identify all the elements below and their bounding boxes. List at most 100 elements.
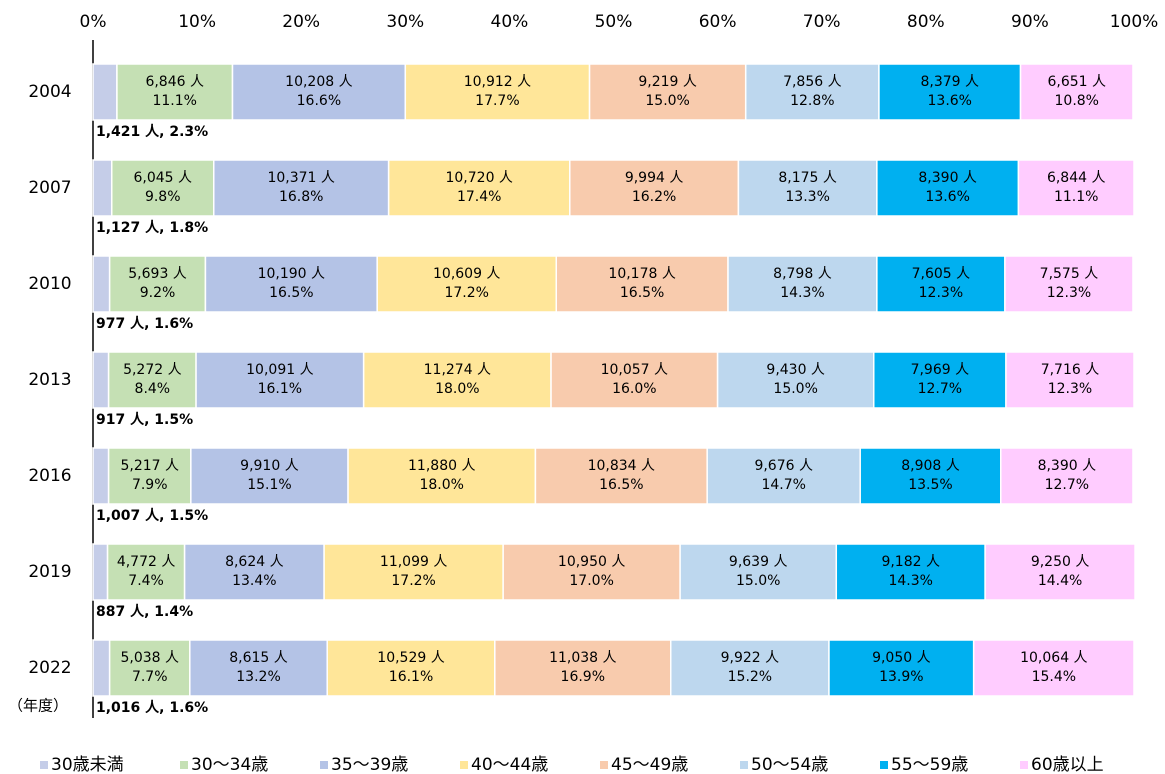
bar-segment — [108, 255, 207, 313]
bar-segment — [1017, 159, 1135, 217]
data-label: 977 人, 1.6% — [96, 315, 193, 332]
data-label-percent: 15.0% — [645, 93, 689, 109]
data-label-count: 5,217 人 — [120, 458, 179, 474]
data-label-count: 9,910 人 — [240, 458, 299, 474]
bar-segment — [984, 543, 1136, 601]
data-label-percent: 12.7% — [918, 381, 962, 397]
data-label-percent: 16.9% — [561, 669, 605, 685]
data-label-count: 9,250 人 — [1031, 554, 1090, 570]
data-label-count: 5,272 人 — [123, 362, 182, 378]
data-label-count: 8,908 人 — [901, 458, 960, 474]
bar-segment — [404, 63, 591, 121]
legend-label: 45～49歳 — [611, 755, 688, 774]
legend-label: 30～34歳 — [191, 755, 268, 774]
data-label-percent: 12.3% — [919, 285, 963, 301]
bar-segment — [106, 543, 186, 601]
bar-segment — [92, 447, 110, 505]
y-tick-label: 2016 — [28, 466, 71, 486]
data-label-count: 8,379 人 — [920, 74, 979, 90]
bar-segment — [670, 639, 830, 697]
legend-swatch — [180, 761, 188, 769]
data-label-count: 10,834 人 — [588, 458, 655, 474]
data-label-percent: 12.3% — [1048, 381, 1092, 397]
data-label-percent: 15.4% — [1032, 669, 1076, 685]
x-tick-label: 90% — [1011, 12, 1049, 32]
data-label-percent: 7.4% — [128, 573, 164, 589]
data-label-percent: 13.9% — [879, 669, 923, 685]
x-tick-label: 50% — [595, 12, 633, 32]
data-label-count: 10,190 人 — [258, 266, 325, 282]
y-tick-label: 2010 — [28, 274, 71, 294]
bar-segment — [183, 543, 325, 601]
data-label-percent: 7.7% — [132, 669, 168, 685]
y-tick-label: 2007 — [28, 178, 71, 198]
data-label-count: 10,529 人 — [377, 650, 444, 666]
data-label: 1,007 人, 1.5% — [96, 507, 208, 524]
bar-segment — [876, 255, 1006, 313]
legend-swatch — [740, 761, 748, 769]
bar-segment — [716, 351, 875, 409]
x-tick-label: 70% — [803, 12, 841, 32]
x-tick-label: 30% — [386, 12, 424, 32]
y-tick-label: 2022 — [28, 658, 71, 678]
bar-segment — [189, 639, 328, 697]
data-label-count: 9,922 人 — [721, 650, 780, 666]
data-label-count: 10,912 人 — [464, 74, 531, 90]
data-label-percent: 16.6% — [297, 93, 341, 109]
data-label-percent: 13.2% — [236, 669, 280, 685]
data-label-count: 10,064 人 — [1020, 650, 1087, 666]
data-label-percent: 14.3% — [780, 285, 824, 301]
bar-segment — [1000, 447, 1134, 505]
data-label: 1,016 人, 1.6% — [96, 699, 208, 716]
bar-segment — [362, 351, 552, 409]
bar-segment — [1005, 351, 1135, 409]
data-label-count: 9,430 人 — [766, 362, 825, 378]
data-label-percent: 13.4% — [232, 573, 276, 589]
data-label-percent: 16.8% — [279, 189, 323, 205]
y-tick-label: 2019 — [28, 562, 71, 582]
data-label: 1,127 人, 1.8% — [96, 219, 208, 236]
data-label-percent: 15.1% — [247, 477, 291, 493]
data-label-count: 11,274 人 — [424, 362, 491, 378]
data-label-count: 6,045 人 — [133, 170, 192, 186]
data-label-percent: 9.8% — [145, 189, 181, 205]
bar-segment — [494, 639, 672, 697]
bar-segment — [502, 543, 681, 601]
data-label-percent: 15.0% — [773, 381, 817, 397]
data-label-count: 6,846 人 — [145, 74, 204, 90]
bar-segment — [744, 63, 880, 121]
bar-segment — [555, 255, 729, 313]
bar-segment — [1019, 63, 1134, 121]
legend-swatch — [40, 761, 48, 769]
legend-swatch — [320, 761, 328, 769]
data-label-percent: 15.0% — [736, 573, 780, 589]
data-label-count: 4,772 人 — [117, 554, 176, 570]
x-tick-label: 10% — [178, 12, 216, 32]
data-label-percent: 11.1% — [1054, 189, 1098, 205]
bar-segment — [737, 159, 878, 217]
bar-segment — [108, 639, 191, 697]
bar-segment — [190, 447, 349, 505]
bar-segment — [727, 255, 878, 313]
bar-segment — [706, 447, 861, 505]
bar-segment — [972, 639, 1135, 697]
bar-segment — [588, 63, 747, 121]
data-label-count: 8,615 人 — [229, 650, 288, 666]
data-label-percent: 12.7% — [1045, 477, 1089, 493]
data-label-percent: 16.0% — [612, 381, 656, 397]
bar-segment — [828, 639, 975, 697]
bar-segment — [679, 543, 838, 601]
data-label-count: 10,178 人 — [608, 266, 675, 282]
bar-segment — [204, 255, 378, 313]
bar-segment — [92, 351, 110, 409]
data-label-percent: 16.5% — [269, 285, 313, 301]
legend-label: 30歳未満 — [51, 755, 124, 774]
y-tick-label: 2013 — [28, 370, 71, 390]
data-label-percent: 12.3% — [1047, 285, 1091, 301]
x-tick-label: 20% — [282, 12, 320, 32]
data-label-percent: 13.5% — [908, 477, 952, 493]
data-label-count: 10,950 人 — [558, 554, 625, 570]
data-label-count: 8,390 人 — [918, 170, 977, 186]
data-label-count: 11,099 人 — [380, 554, 447, 570]
